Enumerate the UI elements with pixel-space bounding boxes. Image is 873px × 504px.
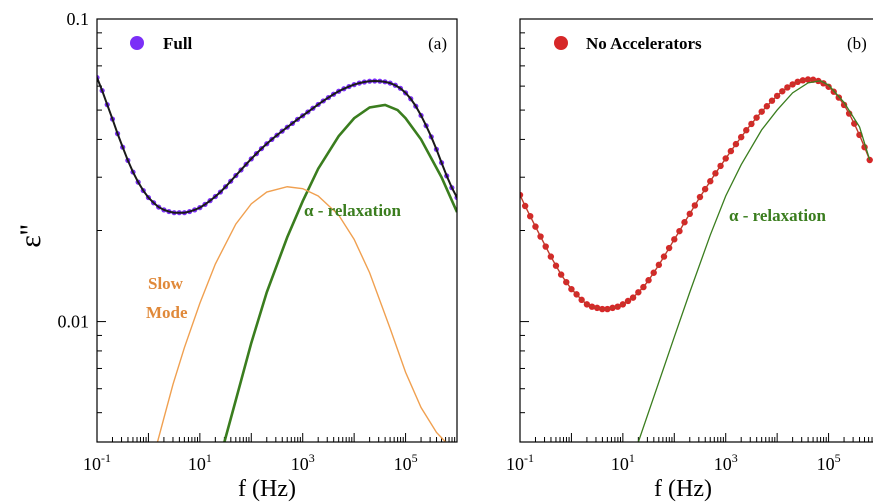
x-tick-label: 10-1 bbox=[83, 451, 111, 474]
panel-b: 10-1 101 103 105 No Accelerators (b) α - re… bbox=[506, 18, 873, 502]
x-tick-label: 10-1 bbox=[506, 451, 534, 474]
x-tick-label: 101 bbox=[188, 451, 212, 474]
panel-a-slow-label-1: Slow bbox=[148, 274, 184, 293]
panel-a-x-axis-title: f (Hz) bbox=[238, 476, 296, 502]
panel-b-legend-marker bbox=[554, 36, 568, 50]
panel-a-points bbox=[97, 75, 457, 216]
x-tick-label: 103 bbox=[714, 451, 738, 474]
x-tick-label: 105 bbox=[817, 451, 841, 474]
panel-a-slow-label-2: Mode bbox=[146, 303, 188, 322]
panel-a-frame bbox=[96, 18, 458, 443]
alpha-relaxation-curve bbox=[223, 103, 457, 442]
x-tick-label: 105 bbox=[394, 451, 418, 474]
panel-b-legend-label: No Accelerators bbox=[586, 34, 702, 53]
x-tick-label: 103 bbox=[291, 451, 315, 474]
panel-b-alpha-label: α - relaxation bbox=[729, 206, 827, 225]
panel-b-x-axis-title: f (Hz) bbox=[654, 476, 712, 502]
panel-b-tick-labels: 10-1 101 103 105 bbox=[506, 451, 841, 474]
panel-b-curves bbox=[520, 78, 871, 442]
panel-a-tag: (a) bbox=[428, 34, 447, 53]
panel-a-alpha-label: α - relaxation bbox=[304, 201, 402, 220]
panel-a: 10-1 101 103 105 0.01 0.1 Full (a) α - relaxa… bbox=[58, 9, 458, 502]
slow-mode-curve bbox=[156, 186, 447, 442]
y-tick-label: 0.01 bbox=[58, 312, 90, 332]
panel-b-frame bbox=[519, 18, 873, 443]
y-tick-label: 0.1 bbox=[67, 9, 90, 29]
panel-a-tick-labels: 10-1 101 103 105 0.01 0.1 bbox=[58, 9, 418, 474]
y-axis-title: ε'' bbox=[14, 224, 47, 247]
fit-line bbox=[97, 77, 457, 214]
x-tick-label: 101 bbox=[611, 451, 635, 474]
panel-a-ticks bbox=[96, 18, 456, 443]
panel-a-legend-label: Full bbox=[163, 34, 193, 53]
alpha-relaxation-curve bbox=[637, 80, 871, 442]
panel-a-curves bbox=[97, 77, 457, 442]
panel-a-legend-marker bbox=[130, 36, 144, 50]
panel-b-tag: (b) bbox=[847, 34, 867, 53]
fit-line bbox=[520, 78, 871, 310]
